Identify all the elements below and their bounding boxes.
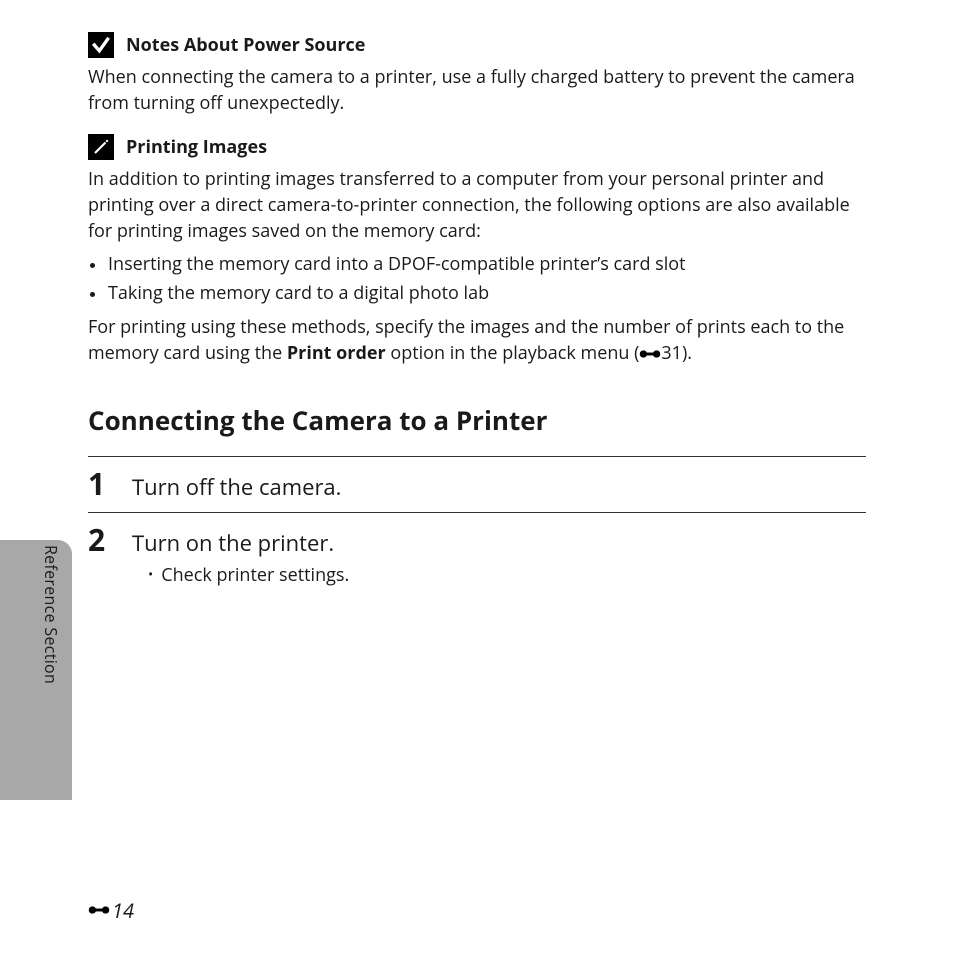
sub-bullet-text: Check printer settings. bbox=[148, 563, 349, 587]
note-header: Notes About Power Source bbox=[88, 32, 866, 58]
section-title: Connecting the Camera to a Printer bbox=[88, 402, 866, 438]
note-bullet-list: Inserting the memory card into a DPOF-co… bbox=[88, 250, 866, 308]
step-1: 1 Turn off the camera. bbox=[88, 456, 866, 512]
step-2: 2 Turn on the printer. Check printer set… bbox=[88, 512, 866, 598]
step-text: Turn on the printer. bbox=[132, 529, 334, 558]
checkmark-icon bbox=[88, 32, 114, 58]
text-run: ). bbox=[682, 341, 692, 365]
reference-icon bbox=[88, 900, 110, 922]
note-body: When connecting the camera to a printer,… bbox=[88, 64, 866, 116]
step-number: 2 bbox=[88, 525, 114, 555]
section-tab-label: Reference Section bbox=[40, 545, 62, 684]
pencil-icon bbox=[88, 134, 114, 160]
note-title: Notes About Power Source bbox=[126, 33, 365, 57]
step-number: 1 bbox=[88, 469, 114, 499]
step-row: 1 Turn off the camera. bbox=[88, 469, 866, 502]
note-title: Printing Images bbox=[126, 135, 267, 159]
note-header: Printing Images bbox=[88, 134, 866, 160]
manual-page: Notes About Power Source When connecting… bbox=[0, 0, 954, 954]
reference-number: 31 bbox=[661, 341, 682, 365]
page-footer: 14 bbox=[88, 897, 134, 924]
page-number: 14 bbox=[112, 897, 134, 924]
step-sub: Check printer settings. bbox=[148, 563, 866, 587]
step-row: 2 Turn on the printer. bbox=[88, 525, 866, 558]
text-run: option in the playback menu ( bbox=[386, 341, 640, 365]
note-body: In addition to printing images transferr… bbox=[88, 166, 866, 244]
reference-icon bbox=[639, 342, 661, 368]
text-strong: Print order bbox=[287, 341, 386, 365]
step-text: Turn off the camera. bbox=[132, 473, 341, 502]
list-item: Taking the memory card to a digital phot… bbox=[106, 279, 866, 308]
note-power-source: Notes About Power Source When connecting… bbox=[88, 32, 866, 116]
note-after-list: For printing using these methods, specif… bbox=[88, 314, 866, 368]
list-item: Inserting the memory card into a DPOF-co… bbox=[106, 250, 866, 279]
note-printing-images: Printing Images In addition to printing … bbox=[88, 134, 866, 368]
